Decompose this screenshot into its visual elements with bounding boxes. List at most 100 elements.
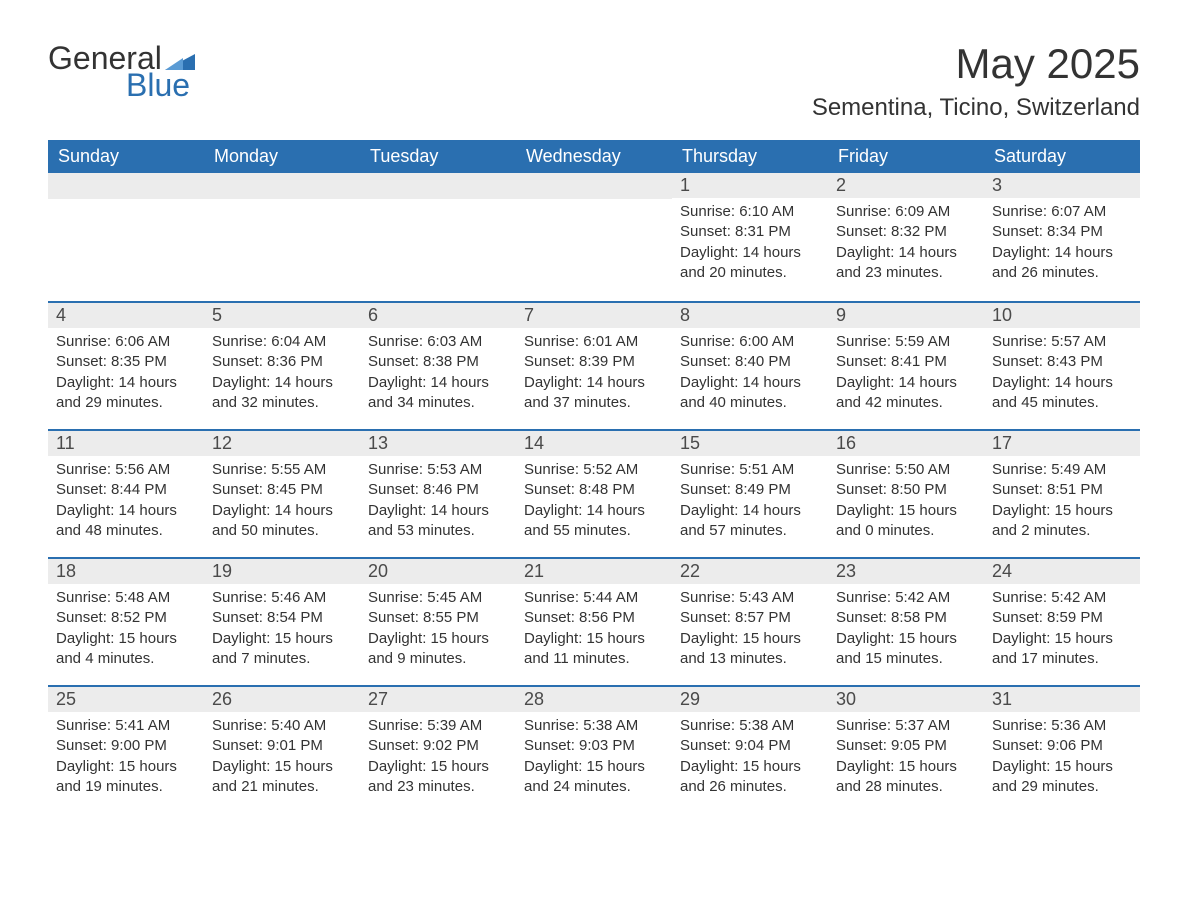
sunset-text: Sunset: 9:06 PM bbox=[992, 736, 1132, 756]
day-body: Sunrise: 5:55 AMSunset: 8:45 PMDaylight:… bbox=[204, 456, 360, 553]
day-cell: 11Sunrise: 5:56 AMSunset: 8:44 PMDayligh… bbox=[48, 429, 204, 557]
daylight-text: Daylight: 14 hours and 26 minutes. bbox=[992, 243, 1132, 284]
sunset-text: Sunset: 8:58 PM bbox=[836, 608, 976, 628]
daylight-text: Daylight: 15 hours and 7 minutes. bbox=[212, 629, 352, 670]
sunrise-text: Sunrise: 5:51 AM bbox=[680, 460, 820, 480]
day-number: 2 bbox=[828, 173, 984, 198]
day-body: Sunrise: 6:04 AMSunset: 8:36 PMDaylight:… bbox=[204, 328, 360, 425]
daylight-text: Daylight: 15 hours and 13 minutes. bbox=[680, 629, 820, 670]
day-number: 13 bbox=[360, 429, 516, 456]
week-row: 4Sunrise: 6:06 AMSunset: 8:35 PMDaylight… bbox=[48, 301, 1140, 429]
day-cell bbox=[48, 173, 204, 301]
sunrise-text: Sunrise: 5:53 AM bbox=[368, 460, 508, 480]
daylight-text: Daylight: 14 hours and 34 minutes. bbox=[368, 373, 508, 414]
day-body: Sunrise: 5:36 AMSunset: 9:06 PMDaylight:… bbox=[984, 712, 1140, 809]
sunset-text: Sunset: 8:38 PM bbox=[368, 352, 508, 372]
sunset-text: Sunset: 8:48 PM bbox=[524, 480, 664, 500]
daylight-text: Daylight: 15 hours and 29 minutes. bbox=[992, 757, 1132, 798]
day-body: Sunrise: 5:51 AMSunset: 8:49 PMDaylight:… bbox=[672, 456, 828, 553]
sunset-text: Sunset: 8:36 PM bbox=[212, 352, 352, 372]
sunrise-text: Sunrise: 5:55 AM bbox=[212, 460, 352, 480]
sunset-text: Sunset: 8:54 PM bbox=[212, 608, 352, 628]
day-body: Sunrise: 5:44 AMSunset: 8:56 PMDaylight:… bbox=[516, 584, 672, 681]
day-cell: 2Sunrise: 6:09 AMSunset: 8:32 PMDaylight… bbox=[828, 173, 984, 301]
sunset-text: Sunset: 8:59 PM bbox=[992, 608, 1132, 628]
day-cell: 13Sunrise: 5:53 AMSunset: 8:46 PMDayligh… bbox=[360, 429, 516, 557]
day-cell: 8Sunrise: 6:00 AMSunset: 8:40 PMDaylight… bbox=[672, 301, 828, 429]
sunset-text: Sunset: 8:43 PM bbox=[992, 352, 1132, 372]
day-cell: 9Sunrise: 5:59 AMSunset: 8:41 PMDaylight… bbox=[828, 301, 984, 429]
day-cell: 4Sunrise: 6:06 AMSunset: 8:35 PMDaylight… bbox=[48, 301, 204, 429]
day-body: Sunrise: 5:38 AMSunset: 9:03 PMDaylight:… bbox=[516, 712, 672, 809]
sunset-text: Sunset: 8:41 PM bbox=[836, 352, 976, 372]
sunrise-text: Sunrise: 5:42 AM bbox=[836, 588, 976, 608]
day-body: Sunrise: 6:06 AMSunset: 8:35 PMDaylight:… bbox=[48, 328, 204, 425]
day-body: Sunrise: 5:45 AMSunset: 8:55 PMDaylight:… bbox=[360, 584, 516, 681]
calendar-table: SundayMondayTuesdayWednesdayThursdayFrid… bbox=[48, 140, 1140, 813]
day-number: 9 bbox=[828, 301, 984, 328]
day-cell: 20Sunrise: 5:45 AMSunset: 8:55 PMDayligh… bbox=[360, 557, 516, 685]
day-body: Sunrise: 5:42 AMSunset: 8:59 PMDaylight:… bbox=[984, 584, 1140, 681]
day-number: 24 bbox=[984, 557, 1140, 584]
day-body: Sunrise: 5:48 AMSunset: 8:52 PMDaylight:… bbox=[48, 584, 204, 681]
daylight-text: Daylight: 14 hours and 53 minutes. bbox=[368, 501, 508, 542]
day-body: Sunrise: 6:09 AMSunset: 8:32 PMDaylight:… bbox=[828, 198, 984, 295]
daylight-text: Daylight: 15 hours and 4 minutes. bbox=[56, 629, 196, 670]
day-number: 5 bbox=[204, 301, 360, 328]
day-body: Sunrise: 5:41 AMSunset: 9:00 PMDaylight:… bbox=[48, 712, 204, 809]
sunset-text: Sunset: 9:02 PM bbox=[368, 736, 508, 756]
weekday-header: Monday bbox=[204, 140, 360, 173]
day-number: 27 bbox=[360, 685, 516, 712]
day-cell: 28Sunrise: 5:38 AMSunset: 9:03 PMDayligh… bbox=[516, 685, 672, 813]
sunrise-text: Sunrise: 5:39 AM bbox=[368, 716, 508, 736]
sunrise-text: Sunrise: 5:57 AM bbox=[992, 332, 1132, 352]
daylight-text: Daylight: 15 hours and 24 minutes. bbox=[524, 757, 664, 798]
sunset-text: Sunset: 8:56 PM bbox=[524, 608, 664, 628]
day-number: 7 bbox=[516, 301, 672, 328]
day-body: Sunrise: 6:00 AMSunset: 8:40 PMDaylight:… bbox=[672, 328, 828, 425]
sunset-text: Sunset: 8:57 PM bbox=[680, 608, 820, 628]
day-body: Sunrise: 5:42 AMSunset: 8:58 PMDaylight:… bbox=[828, 584, 984, 681]
sunset-text: Sunset: 9:04 PM bbox=[680, 736, 820, 756]
daylight-text: Daylight: 14 hours and 48 minutes. bbox=[56, 501, 196, 542]
sunset-text: Sunset: 8:45 PM bbox=[212, 480, 352, 500]
weekday-header: Thursday bbox=[672, 140, 828, 173]
day-body: Sunrise: 5:46 AMSunset: 8:54 PMDaylight:… bbox=[204, 584, 360, 681]
sunset-text: Sunset: 9:01 PM bbox=[212, 736, 352, 756]
sunrise-text: Sunrise: 6:01 AM bbox=[524, 332, 664, 352]
sunrise-text: Sunrise: 6:03 AM bbox=[368, 332, 508, 352]
daylight-text: Daylight: 15 hours and 26 minutes. bbox=[680, 757, 820, 798]
sunset-text: Sunset: 8:51 PM bbox=[992, 480, 1132, 500]
day-body: Sunrise: 6:10 AMSunset: 8:31 PMDaylight:… bbox=[672, 198, 828, 295]
sunrise-text: Sunrise: 6:07 AM bbox=[992, 202, 1132, 222]
day-body: Sunrise: 6:03 AMSunset: 8:38 PMDaylight:… bbox=[360, 328, 516, 425]
weekday-header: Friday bbox=[828, 140, 984, 173]
day-cell: 16Sunrise: 5:50 AMSunset: 8:50 PMDayligh… bbox=[828, 429, 984, 557]
day-body: Sunrise: 5:59 AMSunset: 8:41 PMDaylight:… bbox=[828, 328, 984, 425]
sunset-text: Sunset: 8:31 PM bbox=[680, 222, 820, 242]
daylight-text: Daylight: 15 hours and 2 minutes. bbox=[992, 501, 1132, 542]
day-number: 1 bbox=[672, 173, 828, 198]
weekday-header: Sunday bbox=[48, 140, 204, 173]
day-cell: 15Sunrise: 5:51 AMSunset: 8:49 PMDayligh… bbox=[672, 429, 828, 557]
daylight-text: Daylight: 14 hours and 45 minutes. bbox=[992, 373, 1132, 414]
sunrise-text: Sunrise: 5:36 AM bbox=[992, 716, 1132, 736]
daylight-text: Daylight: 14 hours and 37 minutes. bbox=[524, 373, 664, 414]
daylight-text: Daylight: 15 hours and 28 minutes. bbox=[836, 757, 976, 798]
sunset-text: Sunset: 8:44 PM bbox=[56, 480, 196, 500]
day-number: 19 bbox=[204, 557, 360, 584]
day-number: 28 bbox=[516, 685, 672, 712]
sunrise-text: Sunrise: 6:09 AM bbox=[836, 202, 976, 222]
day-number: 3 bbox=[984, 173, 1140, 198]
day-cell: 25Sunrise: 5:41 AMSunset: 9:00 PMDayligh… bbox=[48, 685, 204, 813]
empty-day-header bbox=[360, 173, 516, 199]
day-cell: 6Sunrise: 6:03 AMSunset: 8:38 PMDaylight… bbox=[360, 301, 516, 429]
daylight-text: Daylight: 15 hours and 23 minutes. bbox=[368, 757, 508, 798]
empty-day-header bbox=[204, 173, 360, 199]
day-number: 8 bbox=[672, 301, 828, 328]
day-body: Sunrise: 6:07 AMSunset: 8:34 PMDaylight:… bbox=[984, 198, 1140, 295]
day-cell: 22Sunrise: 5:43 AMSunset: 8:57 PMDayligh… bbox=[672, 557, 828, 685]
day-cell: 21Sunrise: 5:44 AMSunset: 8:56 PMDayligh… bbox=[516, 557, 672, 685]
logo: General Blue bbox=[48, 40, 195, 104]
sunrise-text: Sunrise: 5:52 AM bbox=[524, 460, 664, 480]
